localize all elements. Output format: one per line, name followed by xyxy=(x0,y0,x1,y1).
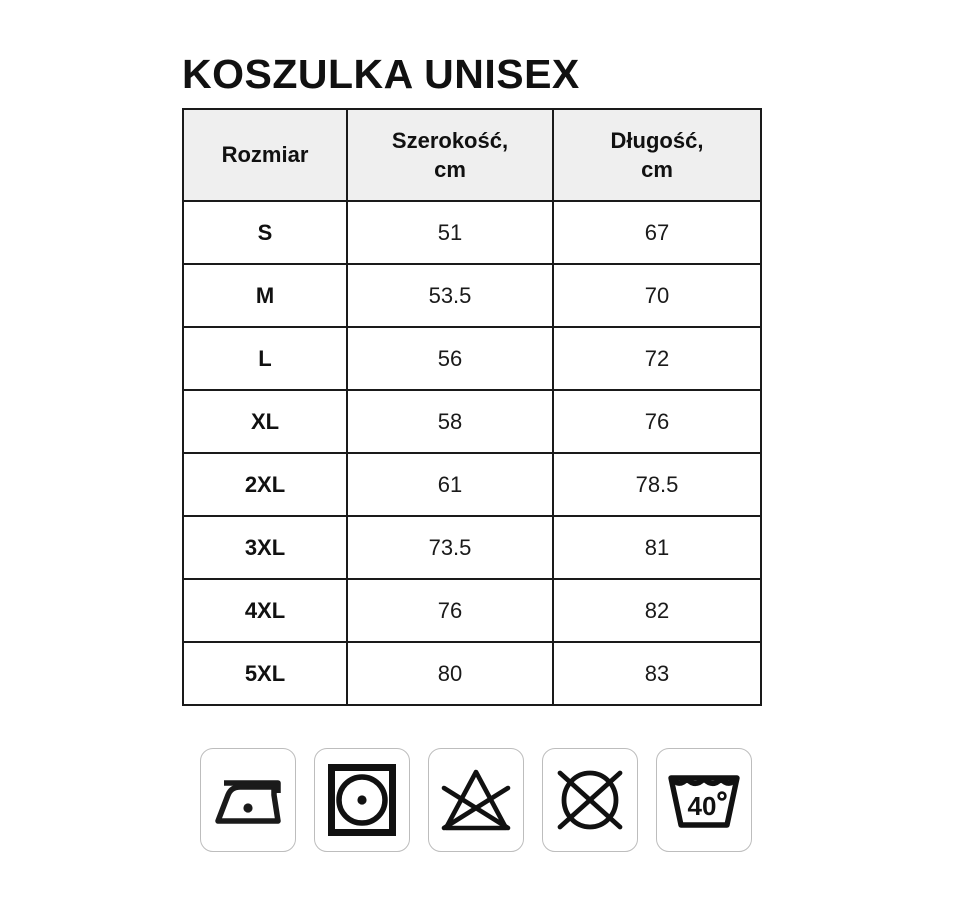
cell-size: 4XL xyxy=(182,578,348,643)
cell-size: M xyxy=(182,263,348,328)
size-table: Rozmiar Szerokość, cm Długość, cm S 51 xyxy=(182,108,762,706)
care-symbol-do-not-dry-clean xyxy=(542,748,638,852)
care-symbol-wash-40: 40 xyxy=(656,748,752,852)
cell-size: XL xyxy=(182,389,348,454)
cell-size: 2XL xyxy=(182,452,348,517)
cell-size: 3XL xyxy=(182,515,348,580)
cell-width: 61 xyxy=(346,452,554,517)
table-row: S 51 67 xyxy=(182,200,762,265)
column-header-size: Rozmiar xyxy=(182,108,348,202)
cell-width: 58 xyxy=(346,389,554,454)
table-body: S 51 67 M 53.5 70 L 56 72 XL 58 76 xyxy=(182,200,762,706)
care-symbols-row: 40 xyxy=(200,748,752,852)
cell-length: 78.5 xyxy=(552,452,762,517)
table-row: 4XL 76 82 xyxy=(182,578,762,643)
tumble-dry-low-icon xyxy=(328,764,396,836)
cell-width: 51 xyxy=(346,200,554,265)
table-header-row: Rozmiar Szerokość, cm Długość, cm xyxy=(182,108,762,202)
cell-width: 80 xyxy=(346,641,554,706)
cell-width: 56 xyxy=(346,326,554,391)
cell-length: 83 xyxy=(552,641,762,706)
table-row: M 53.5 70 xyxy=(182,263,762,328)
column-header-width-line2: cm xyxy=(434,157,466,182)
do-not-dry-clean-icon xyxy=(554,765,626,835)
cell-size: L xyxy=(182,326,348,391)
care-symbol-tumble-dry xyxy=(314,748,410,852)
column-header-length-line2: cm xyxy=(641,157,673,182)
table-header: Rozmiar Szerokość, cm Długość, cm xyxy=(182,108,762,202)
cell-size: 5XL xyxy=(182,641,348,706)
cell-length: 70 xyxy=(552,263,762,328)
cell-length: 76 xyxy=(552,389,762,454)
cell-length: 72 xyxy=(552,326,762,391)
wash-40-degrees-icon: 40 xyxy=(666,770,742,830)
iron-one-dot-icon xyxy=(212,769,284,831)
page-title: KOSZULKA UNISEX xyxy=(182,51,580,97)
cell-width: 53.5 xyxy=(346,263,554,328)
care-symbol-do-not-bleach xyxy=(428,748,524,852)
cell-length: 81 xyxy=(552,515,762,580)
cell-size: S xyxy=(182,200,348,265)
cell-length: 82 xyxy=(552,578,762,643)
column-header-length-line1: Długość, xyxy=(610,127,704,153)
cell-width: 76 xyxy=(346,578,554,643)
wash-temperature-label: 40 xyxy=(688,791,717,821)
table-row: XL 58 76 xyxy=(182,389,762,454)
table-row: 2XL 61 78.5 xyxy=(182,452,762,517)
column-header-width: Szerokość, cm xyxy=(346,108,554,202)
table-row: L 56 72 xyxy=(182,326,762,391)
column-header-size-line1: Rozmiar xyxy=(221,142,309,168)
do-not-bleach-icon xyxy=(440,766,512,834)
cell-width: 73.5 xyxy=(346,515,554,580)
column-header-length: Długość, cm xyxy=(552,108,762,202)
care-symbol-iron xyxy=(200,748,296,852)
column-header-width-line1: Szerokość, xyxy=(391,127,509,153)
table-row: 5XL 80 83 xyxy=(182,641,762,706)
size-table-container: Rozmiar Szerokość, cm Długość, cm S 51 xyxy=(182,108,762,706)
table-row: 3XL 73.5 81 xyxy=(182,515,762,580)
cell-length: 67 xyxy=(552,200,762,265)
